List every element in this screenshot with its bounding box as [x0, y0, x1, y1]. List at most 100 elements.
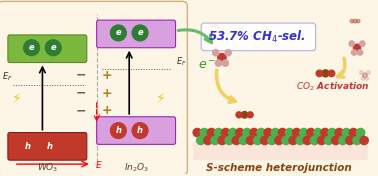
Circle shape	[241, 112, 248, 118]
Text: e: e	[116, 29, 121, 37]
Circle shape	[339, 136, 347, 145]
Circle shape	[365, 77, 369, 80]
Circle shape	[352, 50, 357, 55]
Circle shape	[215, 60, 222, 66]
Circle shape	[260, 136, 269, 145]
Circle shape	[24, 40, 39, 56]
Circle shape	[200, 128, 209, 137]
Circle shape	[363, 73, 367, 78]
Circle shape	[217, 24, 220, 28]
FancyBboxPatch shape	[8, 133, 87, 160]
Circle shape	[207, 128, 215, 137]
Circle shape	[328, 70, 335, 77]
Circle shape	[278, 128, 287, 137]
Circle shape	[236, 112, 242, 118]
Circle shape	[132, 25, 148, 41]
Text: −: −	[76, 69, 86, 82]
Text: +: +	[101, 104, 112, 117]
Circle shape	[356, 19, 360, 23]
Circle shape	[349, 128, 358, 137]
Circle shape	[296, 136, 304, 145]
Circle shape	[212, 50, 219, 56]
Text: −: −	[76, 104, 86, 117]
Circle shape	[218, 54, 226, 62]
Circle shape	[42, 139, 57, 154]
Text: +: +	[101, 69, 112, 82]
Circle shape	[350, 19, 353, 23]
Circle shape	[20, 139, 36, 154]
Circle shape	[246, 136, 255, 145]
FancyBboxPatch shape	[0, 1, 187, 175]
Circle shape	[356, 128, 365, 137]
Circle shape	[229, 128, 237, 137]
Circle shape	[247, 112, 253, 118]
Text: h: h	[115, 126, 121, 135]
Text: $e^-$: $e^-$	[198, 59, 216, 72]
FancyBboxPatch shape	[201, 23, 316, 51]
Circle shape	[222, 60, 228, 66]
Circle shape	[193, 128, 201, 137]
Circle shape	[264, 128, 273, 137]
Circle shape	[321, 128, 329, 137]
Circle shape	[197, 136, 205, 145]
Text: 53.7% CH$_4$-sel.: 53.7% CH$_4$-sel.	[208, 29, 307, 45]
Circle shape	[361, 77, 365, 80]
Text: h: h	[137, 126, 143, 135]
Circle shape	[346, 136, 354, 145]
Circle shape	[254, 136, 262, 145]
Text: $In_2O_3$: $In_2O_3$	[124, 162, 149, 174]
FancyArrowPatch shape	[217, 70, 235, 102]
Circle shape	[213, 24, 217, 28]
Circle shape	[285, 128, 294, 137]
FancyBboxPatch shape	[97, 20, 175, 48]
Circle shape	[275, 136, 283, 145]
Circle shape	[204, 136, 212, 145]
Circle shape	[214, 128, 223, 137]
Circle shape	[353, 136, 361, 145]
FancyBboxPatch shape	[193, 140, 368, 160]
Text: h: h	[46, 142, 52, 151]
Text: e: e	[50, 43, 56, 52]
Circle shape	[342, 128, 350, 137]
Text: h: h	[25, 142, 31, 151]
Circle shape	[236, 128, 244, 137]
Circle shape	[210, 24, 214, 28]
Text: $CO_2$ Activation: $CO_2$ Activation	[296, 81, 370, 93]
Circle shape	[310, 136, 319, 145]
Text: ⚡: ⚡	[156, 92, 166, 106]
Circle shape	[293, 128, 301, 137]
Circle shape	[225, 136, 233, 145]
Text: $WO_3$: $WO_3$	[37, 162, 58, 174]
Circle shape	[307, 128, 315, 137]
Circle shape	[289, 136, 297, 145]
Text: e: e	[29, 43, 34, 52]
Circle shape	[110, 25, 126, 41]
Text: $E$: $E$	[94, 159, 102, 170]
Circle shape	[316, 70, 322, 77]
Circle shape	[318, 136, 326, 145]
Circle shape	[132, 123, 148, 139]
Text: $E_F$: $E_F$	[175, 56, 186, 68]
Circle shape	[268, 136, 276, 145]
FancyArrowPatch shape	[178, 30, 212, 43]
FancyBboxPatch shape	[97, 117, 175, 144]
Circle shape	[250, 128, 258, 137]
Circle shape	[353, 44, 361, 51]
Circle shape	[324, 136, 333, 145]
Circle shape	[239, 136, 248, 145]
Circle shape	[328, 128, 336, 137]
Circle shape	[271, 128, 279, 137]
Circle shape	[282, 136, 290, 145]
Circle shape	[332, 136, 340, 145]
Circle shape	[367, 71, 370, 74]
Circle shape	[357, 50, 363, 55]
Text: ⚡: ⚡	[12, 92, 22, 106]
Circle shape	[335, 128, 344, 137]
FancyArrowPatch shape	[338, 58, 345, 77]
Circle shape	[359, 71, 363, 74]
Circle shape	[45, 40, 61, 56]
Circle shape	[360, 41, 365, 46]
Circle shape	[243, 128, 251, 137]
Circle shape	[232, 136, 240, 145]
Circle shape	[360, 136, 368, 145]
